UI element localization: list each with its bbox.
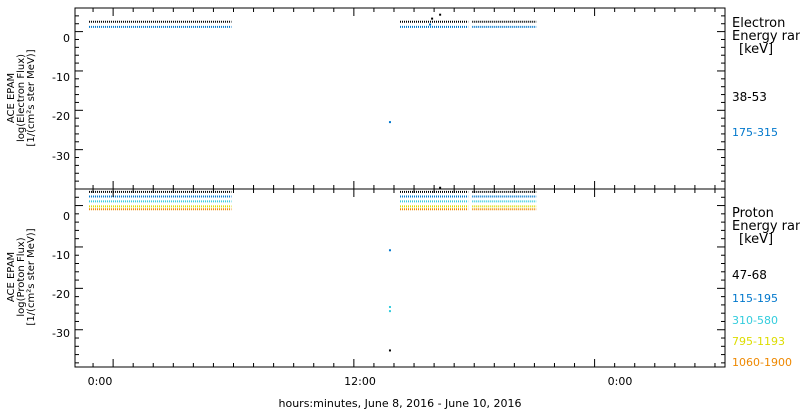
electron-ytick-label: 0 — [63, 32, 70, 45]
electron-y-axis-label: ACE EPAM log(Electron Flux) [1/(cm²s ste… — [6, 49, 37, 146]
proton-series-310-580-point — [388, 305, 391, 308]
proton-flux-panel: 0 -10 -20 -30 ACE EPAM log(Proton Flux) … — [6, 186, 800, 369]
electron-ytick-label: -30 — [52, 150, 70, 163]
proton-plot-area — [74, 188, 726, 368]
electron-ylabel-line-2: log(Electron Flux) — [16, 54, 27, 142]
proton-y-axis-label: ACE EPAM log(Proton Flux) [1/(cm²s ster … — [6, 228, 37, 325]
electron-legend: Electron Energy ranges [keV] 38-53 175-3… — [732, 16, 800, 139]
proton-ytick-label: -10 — [52, 249, 70, 262]
proton-series-47-68-point — [388, 349, 391, 352]
proton-ylabel-line-2: log(Proton Flux) — [16, 237, 27, 316]
proton-series-310-580-point — [388, 310, 391, 313]
electron-legend-title-3: [keV] — [739, 42, 773, 57]
proton-legend-item-5: 1060-1900 — [732, 356, 792, 369]
x-tick-label: 0:00 — [608, 375, 633, 388]
electron-legend-item-1: 38-53 — [732, 90, 767, 104]
proton-legend-title-3: [keV] — [739, 232, 773, 247]
electron-flux-panel: 0 -10 -20 -30 ACE EPAM log(Electron Flux… — [6, 7, 800, 190]
electron-ylabel-line-1: ACE EPAM — [6, 73, 17, 123]
x-axis-title: hours:minutes, June 8, 2016 - June 10, 2… — [279, 397, 522, 410]
proton-ylabel-line-3: [1/(cm²s ster MeV)] — [26, 228, 37, 325]
proton-legend-title-1: Proton — [732, 206, 774, 221]
electron-data-marks — [89, 13, 537, 124]
proton-ytick-labels: 0 -10 -20 -30 — [52, 210, 70, 340]
proton-ytick-label: -30 — [52, 327, 70, 340]
electron-ylabel-line-3: [1/(cm²s ster MeV)] — [26, 49, 37, 146]
proton-ytick-label: 0 — [63, 210, 70, 223]
electron-series-38-53-point — [439, 13, 442, 16]
proton-ytick-marks — [75, 188, 725, 364]
proton-legend-item-3: 310-580 — [732, 314, 778, 327]
electron-ytick-label: -10 — [52, 71, 70, 84]
proton-series-115-195-point — [388, 249, 391, 252]
electron-series-175-315-point — [388, 121, 391, 124]
proton-ytick-label: -20 — [52, 288, 70, 301]
electron-series-175-315-point — [429, 23, 432, 26]
electron-ytick-marks — [75, 7, 725, 182]
electron-legend-item-2: 175-315 — [732, 126, 778, 139]
proton-legend-item-1: 47-68 — [732, 268, 767, 282]
electron-legend-title-2: Energy ranges — [732, 29, 800, 44]
proton-legend: Proton Energy ranges [keV] 47-68 115-195… — [732, 206, 800, 369]
electron-ytick-labels: 0 -10 -20 -30 — [52, 32, 70, 163]
x-tick-label: 0:00 — [88, 375, 113, 388]
proton-data-marks — [89, 186, 537, 352]
electron-ytick-label: -20 — [52, 110, 70, 123]
x-tick-label: 12:00 — [344, 375, 376, 388]
proton-legend-item-2: 115-195 — [732, 292, 778, 305]
electron-series-38-53-point — [431, 17, 434, 20]
time-x-axis: 0:00 12:00 0:00 hours:minutes, June 8, 2… — [88, 8, 716, 410]
proton-legend-item-4: 795-1193 — [732, 335, 785, 348]
electron-legend-title-1: Electron — [732, 16, 785, 31]
x-tick-marks — [92, 8, 716, 367]
proton-legend-title-2: Energy ranges — [732, 219, 800, 234]
proton-series-47-68-point — [439, 186, 442, 189]
proton-ylabel-line-1: ACE EPAM — [6, 252, 17, 302]
electron-plot-area — [74, 7, 726, 190]
